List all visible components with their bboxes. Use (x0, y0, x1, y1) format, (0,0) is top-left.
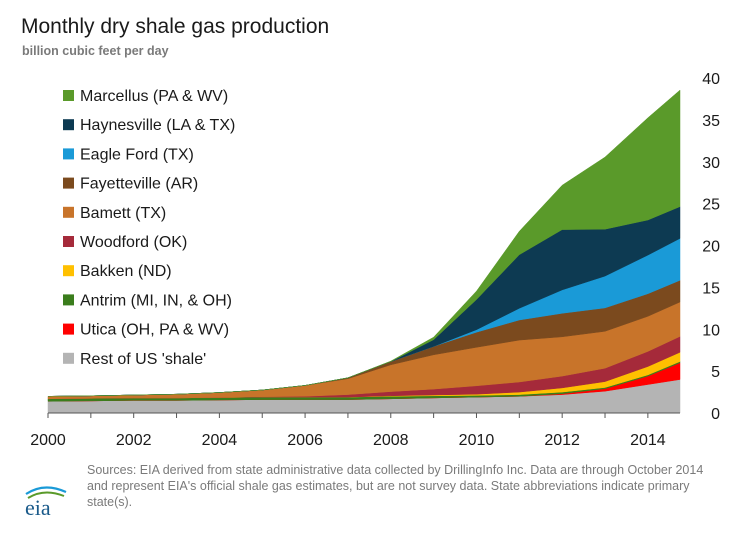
legend-label: Woodford (OK) (80, 234, 187, 251)
legend-label: Marcellus (PA & WV) (80, 88, 228, 105)
chart-title: Monthly dry shale gas production (21, 15, 330, 38)
legend: Marcellus (PA & WV) Haynesville (LA & TX)… (63, 88, 235, 368)
x-tick-label: 2010 (459, 432, 495, 449)
y-tick-label: 25 (702, 197, 720, 214)
area-series-group (47, 89, 681, 414)
y-tick-label: 35 (702, 113, 720, 130)
source-note: Sources: EIA derived from state administ… (87, 463, 704, 509)
legend-label: Eagle Ford (TX) (80, 146, 194, 163)
y-tick-label: 5 (711, 364, 720, 381)
x-tick-label: 2002 (116, 432, 152, 449)
x-tick-label: 2006 (287, 432, 323, 449)
legend-swatch (63, 206, 74, 218)
legend-swatch (63, 323, 74, 335)
axes-group: 2000 2002 2004 2006 2008 2010 2012 2014 0 5 10 15 20… (30, 71, 720, 449)
x-tick-label: 2008 (373, 432, 409, 449)
y-tick-label: 10 (702, 322, 720, 339)
eia-logo: eia (25, 486, 67, 519)
legend-swatch (63, 265, 74, 277)
legend-label: Rest of US 'shale' (80, 351, 206, 368)
chart-subtitle: billion cubic feet per day (22, 44, 169, 58)
legend-swatch (63, 352, 74, 364)
x-tick-label: 2014 (630, 432, 666, 449)
area-9 (47, 89, 681, 397)
legend-swatch (63, 90, 74, 101)
legend-label: Bamett (TX) (80, 205, 166, 222)
x-tick-label: 2004 (202, 432, 238, 449)
legend-label: Bakken (ND) (80, 263, 172, 280)
stacked-area-chart: 2000 2002 2004 2006 2008 2010 2012 2014 0 5 10 15 20… (30, 71, 720, 449)
legend-label: Fayetteville (AR) (80, 176, 198, 193)
svg-text:eia: eia (25, 495, 51, 519)
y-tick-label: 15 (702, 280, 720, 297)
legend-swatch (63, 294, 74, 306)
x-tick-label: 2012 (544, 432, 580, 449)
legend-swatch (63, 177, 74, 189)
legend-label: Haynesville (LA & TX) (80, 117, 235, 134)
y-tick-label: 0 (711, 406, 720, 423)
legend-label: Antrim (MI, IN, & OH) (80, 292, 232, 309)
legend-swatch (63, 119, 74, 131)
legend-swatch (63, 148, 74, 160)
y-tick-label: 30 (702, 155, 720, 172)
legend-swatch (63, 236, 74, 247)
y-tick-label: 20 (702, 239, 720, 256)
y-tick-label: 40 (702, 71, 720, 88)
x-tick-label: 2000 (30, 432, 66, 449)
legend-label: Utica (OH, PA & WV) (80, 322, 229, 339)
